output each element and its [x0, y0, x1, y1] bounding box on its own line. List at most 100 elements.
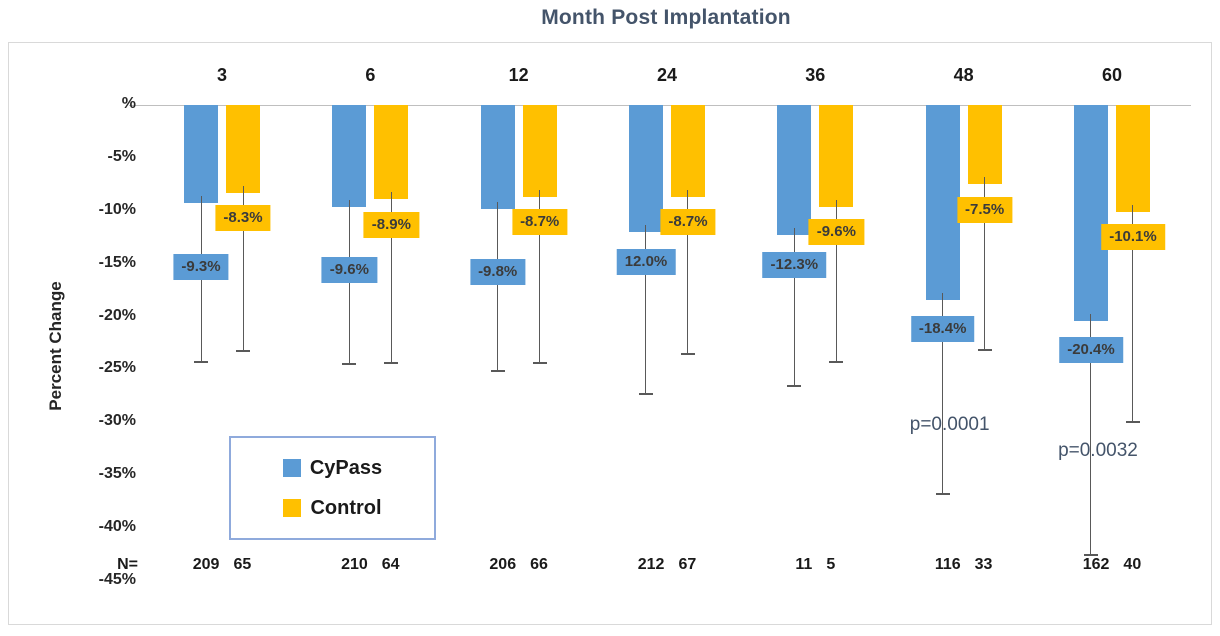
bar-cypass-6 — [332, 105, 367, 207]
chart-title: Month Post Implantation — [541, 6, 791, 29]
bar-cypass-60 — [1073, 105, 1108, 321]
error-bar-cap-cypass-3 — [194, 361, 208, 364]
bar-control-12 — [522, 105, 557, 198]
legend-label-cypass: CyPass — [309, 456, 383, 479]
value-label-cypass-3: -9.3% — [173, 253, 229, 280]
error-bar-cap-cypass-12 — [490, 369, 505, 372]
n-count-cypass-3: 209 — [192, 556, 220, 573]
error-bar-control-48 — [984, 177, 986, 351]
bar-cypass-24 — [628, 105, 663, 232]
y-axis-title: Percent Change — [46, 281, 65, 411]
error-bar-cap-cypass-36 — [787, 385, 802, 388]
error-bar-control-24 — [687, 190, 689, 354]
y-axis-tick: -10% — [98, 200, 136, 218]
bar-control-3 — [226, 105, 260, 193]
n-count-pair-3: 209 65 — [193, 556, 252, 574]
legend-item-control: Control — [231, 497, 434, 520]
error-bar-cypass-12 — [497, 201, 499, 371]
y-axis-tick: -25% — [98, 359, 136, 377]
x-axis-label-month-12: 12 — [508, 65, 529, 85]
error-bar-cap-cypass-6 — [342, 363, 357, 366]
value-label-control-6: -8.9% — [363, 211, 419, 238]
error-bar-cap-control-3 — [236, 350, 250, 353]
error-bar-cap-control-6 — [384, 362, 399, 365]
bar-control-48 — [967, 105, 1002, 185]
value-label-cypass-6: -9.6% — [321, 257, 377, 284]
bar-control-6 — [374, 105, 409, 200]
x-axis-label-month-48: 48 — [953, 65, 974, 85]
n-count-pair-60: 162 40 — [1083, 556, 1142, 574]
bar-control-24 — [670, 105, 705, 198]
n-count-cypass-12: 206 — [489, 556, 517, 573]
value-label-cypass-24: 12.0% — [616, 248, 676, 275]
n-count-pair-24: 212 67 — [638, 556, 697, 574]
legend: CyPass Control — [229, 436, 436, 540]
n-equals-label: N= — [117, 556, 138, 573]
error-bar-cap-control-12 — [532, 362, 547, 365]
value-label-control-24: -8.7% — [660, 209, 716, 236]
n-count-cypass-36: 11 — [795, 556, 813, 573]
value-label-control-12: -8.7% — [512, 209, 568, 236]
bar-cypass-48 — [925, 105, 960, 300]
n-count-pair-36: 11 5 — [795, 556, 835, 574]
y-axis-tick: -5% — [107, 147, 136, 165]
bar-control-60 — [1115, 105, 1150, 212]
legend-swatch-cypass — [282, 459, 301, 477]
error-bar-cap-cypass-48 — [935, 493, 950, 496]
n-count-cypass-48: 116 — [934, 556, 961, 573]
n-count-control-12: 66 — [530, 556, 548, 573]
legend-item-cypass: CyPass — [231, 457, 434, 480]
error-bar-cap-control-36 — [829, 361, 844, 364]
n-count-control-24: 67 — [678, 556, 697, 573]
p-value-60: p=0.0032 — [1058, 439, 1138, 461]
value-label-control-3: -8.3% — [215, 205, 271, 232]
bar-cypass-12 — [480, 105, 515, 209]
error-bar-cap-cypass-24 — [638, 392, 653, 395]
n-count-control-36: 5 — [826, 556, 836, 573]
y-axis-tick: -20% — [98, 306, 136, 324]
value-label-control-36: -9.6% — [808, 218, 864, 245]
bar-cypass-3 — [184, 105, 218, 204]
error-bar-cypass-48 — [942, 292, 944, 495]
n-count-pair-6: 210 64 — [341, 556, 400, 574]
legend-label-control: Control — [310, 496, 382, 519]
x-axis-label-month-3: 3 — [216, 65, 227, 85]
p-value-48: p=0.0001 — [909, 413, 990, 435]
y-axis-tick: -30% — [98, 412, 136, 430]
bar-control-36 — [819, 105, 854, 207]
x-axis-label-month-6: 6 — [365, 65, 376, 85]
n-count-control-3: 65 — [233, 556, 252, 573]
legend-swatch-control — [283, 499, 302, 517]
y-axis-tick: % — [121, 95, 136, 112]
value-label-control-48: -7.5% — [957, 196, 1013, 223]
value-label-control-60: -10.1% — [1101, 224, 1165, 251]
n-count-cypass-6: 210 — [341, 556, 368, 573]
value-label-cypass-60: -20.4% — [1059, 337, 1123, 364]
error-bar-cap-cypass-60 — [1083, 553, 1098, 556]
x-axis-label-month-36: 36 — [805, 65, 826, 85]
error-bar-cap-control-60 — [1125, 421, 1140, 424]
error-bar-cypass-36 — [793, 228, 795, 387]
error-bar-cypass-24 — [645, 224, 647, 394]
n-count-control-60: 40 — [1123, 556, 1142, 573]
value-label-cypass-36: -12.3% — [762, 251, 827, 278]
n-count-control-48: 33 — [974, 556, 993, 573]
n-count-control-6: 64 — [381, 556, 400, 573]
plot-border-box: Percent Change CyPass Control % -5% -10% -15… — [8, 42, 1212, 625]
bar-cypass-36 — [777, 105, 812, 236]
error-bar-control-36 — [835, 199, 837, 363]
y-axis-tick: -35% — [98, 465, 136, 483]
error-bar-control-6 — [390, 192, 392, 364]
x-axis-label-month-60: 60 — [1101, 65, 1122, 85]
n-count-cypass-24: 212 — [637, 556, 665, 573]
n-count-pair-48: 116 33 — [935, 556, 993, 574]
error-bar-cap-control-24 — [680, 352, 695, 355]
error-bar-control-3 — [242, 185, 244, 352]
n-count-cypass-60: 162 — [1082, 556, 1110, 573]
y-axis-tick: -15% — [98, 253, 136, 271]
y-axis-tick: -45% — [98, 571, 136, 588]
value-label-cypass-12: -9.8% — [470, 259, 526, 286]
n-count-pair-12: 206 66 — [489, 556, 548, 574]
error-bar-cap-control-48 — [977, 349, 992, 352]
